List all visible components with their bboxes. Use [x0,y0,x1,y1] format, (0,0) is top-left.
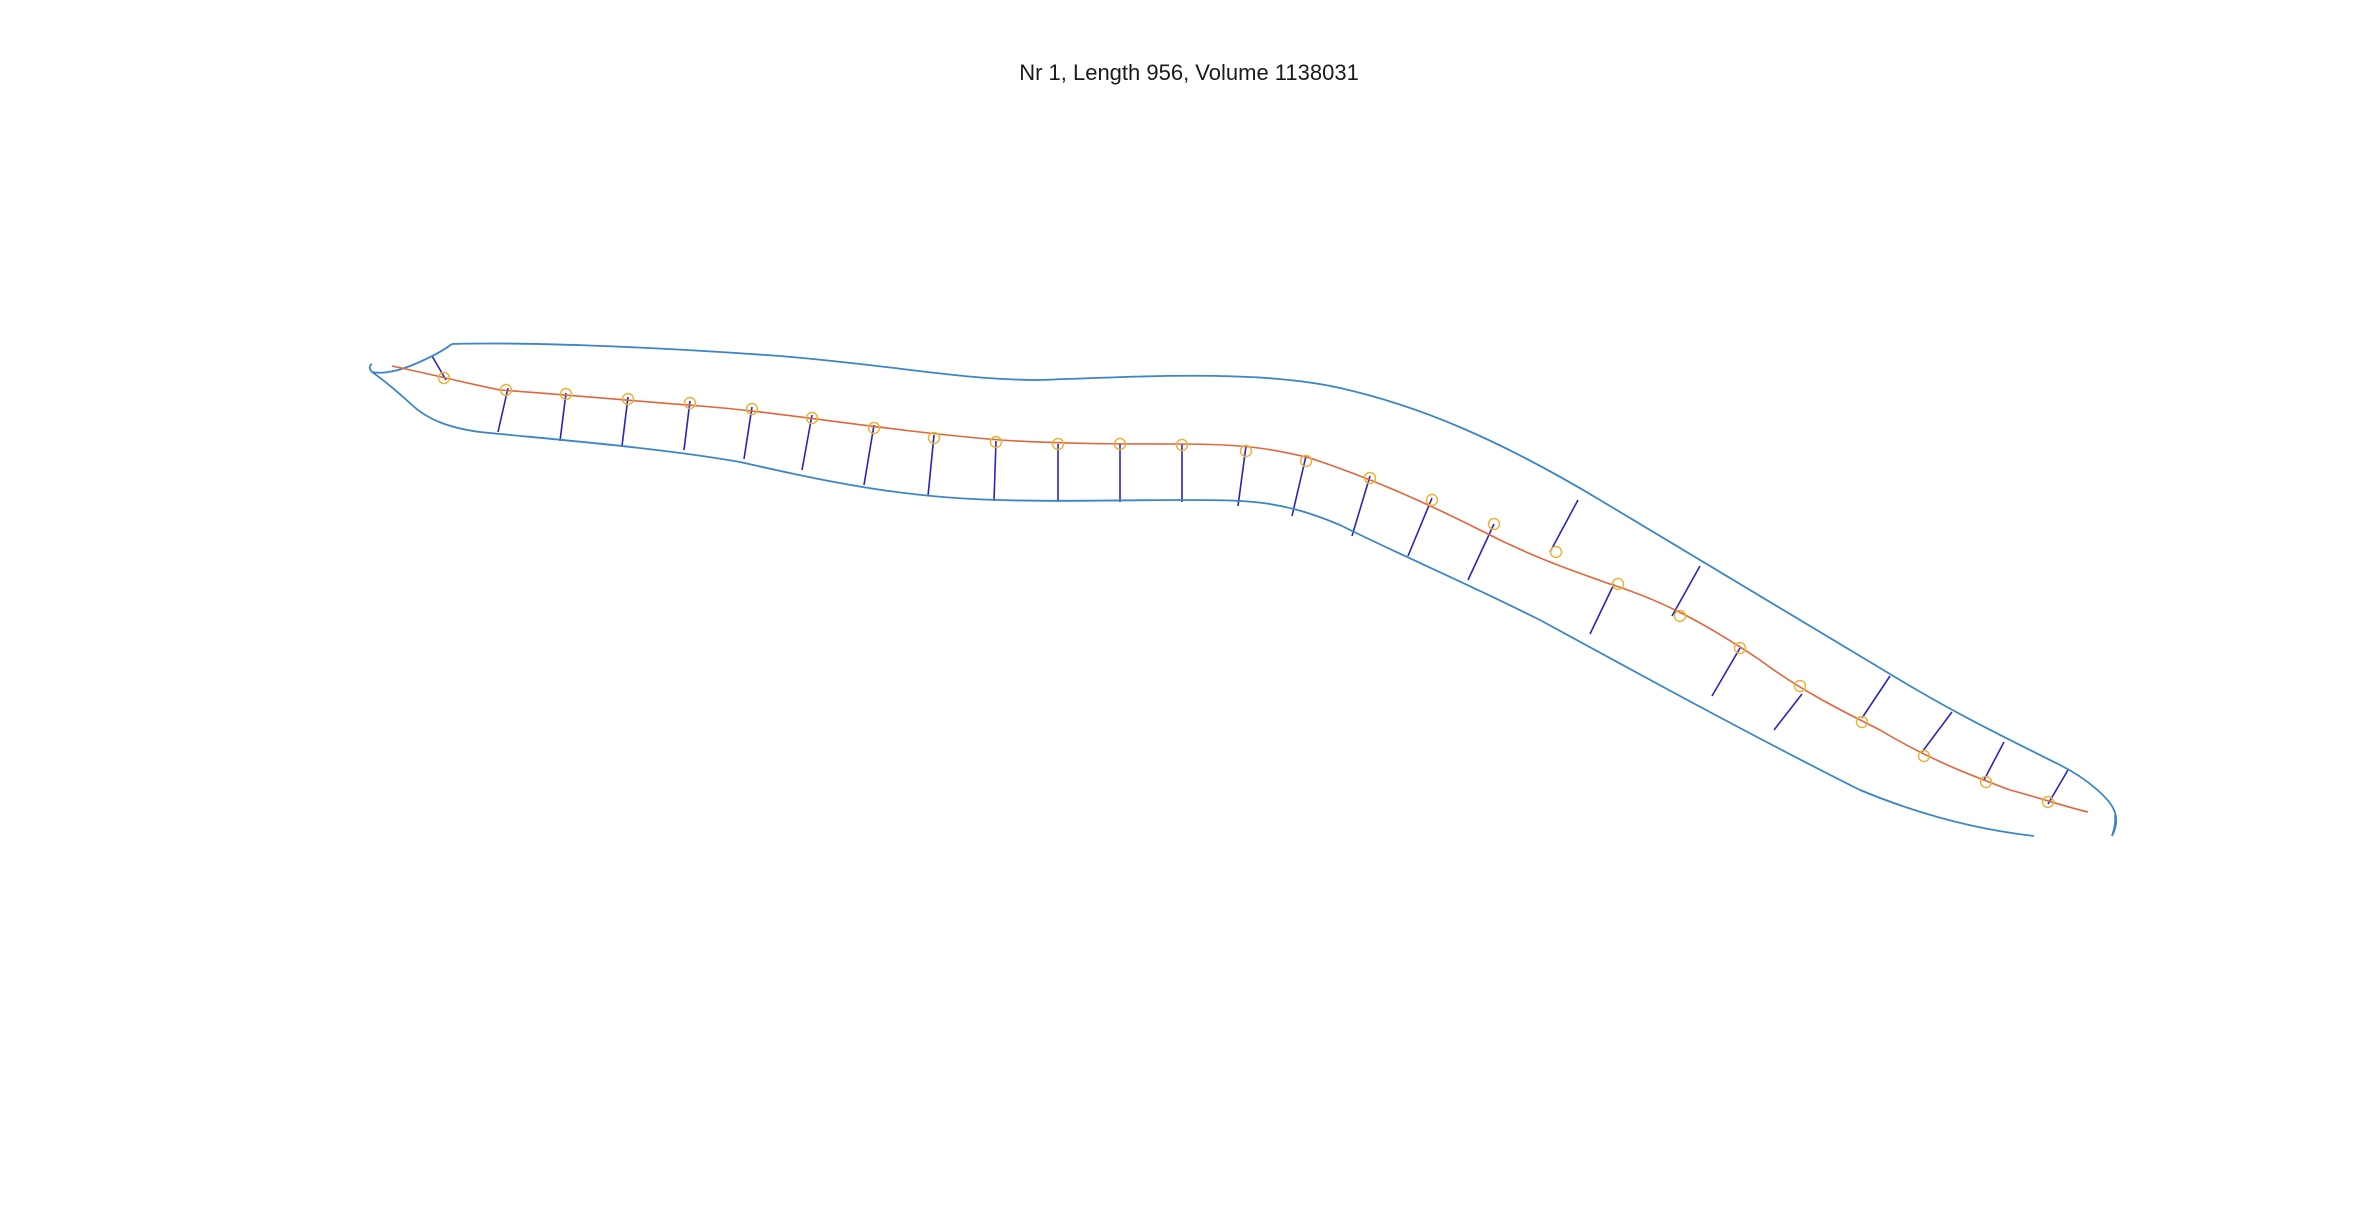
crossline-3 [559,392,567,442]
crossline-17 [1407,497,1433,557]
crossline-24 [1861,675,1891,719]
skeleton-marker-22 [1733,641,1747,655]
skeleton-marker-8 [867,421,881,435]
crossline-26 [1983,741,2005,781]
skeleton-marker-11 [1051,437,1065,451]
crossline-10 [993,440,997,502]
crossline-6 [743,406,753,460]
worm-outline-head [368,343,453,374]
skeleton-marker-24 [1855,715,1869,729]
crossline-25 [1921,711,1953,753]
crossline-group [431,355,2069,805]
skeleton-marker-10 [989,435,1003,449]
skeleton-marker-12 [1113,437,1127,451]
skeleton-marker-3 [559,387,573,401]
crossline-16 [1351,475,1371,537]
skeleton-marker-15 [1299,454,1313,468]
crossline-7 [801,414,813,471]
skeleton-marker-16 [1363,471,1377,485]
skeleton-marker-25 [1917,749,1931,763]
crossline-18 [1467,523,1495,581]
skeleton-marker-19 [1549,545,1563,559]
crossline-27 [2047,769,2069,805]
skeleton-marker-18 [1487,517,1501,531]
figure-title: Nr 1, Length 956, Volume 1138031 [1019,60,1359,85]
skeleton-marker-20 [1611,577,1625,591]
skeleton-marker-14 [1239,444,1253,458]
skeleton-marker-9 [927,431,941,445]
crossline-21 [1671,565,1701,617]
crossline-8 [863,424,875,486]
crossline-23 [1773,693,1803,731]
skeleton-marker-26 [1979,775,1993,789]
skeleton-marker-13 [1175,438,1189,452]
skeleton-marker-6 [745,402,759,416]
worm-outline-lower [371,371,2035,837]
skeleton-marker-17 [1425,493,1439,507]
marker-group [437,371,2055,809]
skeleton-marker-27 [2041,795,2055,809]
skeleton-marker-5 [683,396,697,410]
skeleton-marker-7 [805,411,819,425]
crossline-1 [431,355,447,381]
worm-outline-upper [451,342,2118,837]
skeleton-marker-23 [1793,679,1807,693]
skeleton-marker-2 [499,383,513,397]
crossline-9 [927,434,935,497]
crossline-15 [1291,455,1307,517]
skeleton-marker-21 [1673,609,1687,623]
crossline-19 [1549,499,1579,553]
crossline-20 [1589,583,1615,635]
worm-outline-tail [2111,814,2117,837]
skeleton-marker-1 [437,371,451,385]
skeleton-marker-4 [621,392,635,406]
crossline-22 [1711,647,1741,697]
worm-centerline [391,365,2089,813]
